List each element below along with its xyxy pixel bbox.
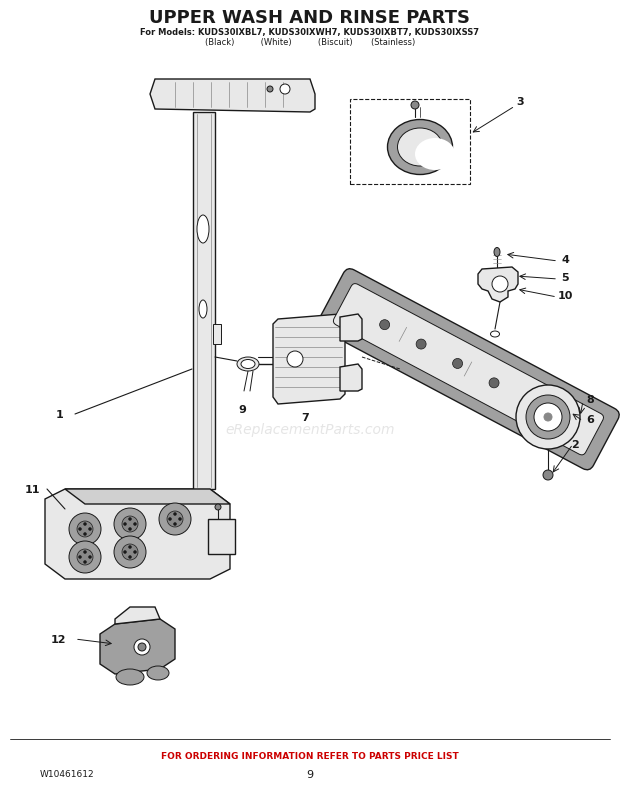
Circle shape xyxy=(77,521,93,537)
Circle shape xyxy=(411,102,419,110)
Text: 6: 6 xyxy=(586,415,594,424)
Ellipse shape xyxy=(397,129,443,167)
Circle shape xyxy=(179,518,182,520)
Ellipse shape xyxy=(147,666,169,680)
Circle shape xyxy=(544,414,552,422)
Circle shape xyxy=(133,523,136,526)
Bar xyxy=(213,325,221,345)
Ellipse shape xyxy=(241,360,255,369)
Circle shape xyxy=(379,320,389,330)
Polygon shape xyxy=(340,314,362,342)
Text: 11: 11 xyxy=(24,484,40,494)
Circle shape xyxy=(122,516,138,533)
Circle shape xyxy=(123,523,126,526)
Text: 7: 7 xyxy=(301,412,309,423)
Circle shape xyxy=(77,549,93,565)
Polygon shape xyxy=(273,314,345,404)
Circle shape xyxy=(84,533,87,536)
Circle shape xyxy=(114,508,146,541)
Ellipse shape xyxy=(197,216,209,244)
Circle shape xyxy=(79,556,81,559)
Circle shape xyxy=(516,386,580,449)
Text: 10: 10 xyxy=(557,290,573,301)
Circle shape xyxy=(89,556,92,559)
Circle shape xyxy=(84,561,87,564)
Circle shape xyxy=(169,518,172,520)
Circle shape xyxy=(128,528,131,531)
Polygon shape xyxy=(65,489,230,504)
Circle shape xyxy=(167,512,183,528)
Bar xyxy=(193,113,215,489)
Circle shape xyxy=(84,551,87,554)
Ellipse shape xyxy=(237,358,259,371)
Circle shape xyxy=(287,351,303,367)
Circle shape xyxy=(534,403,562,431)
Circle shape xyxy=(128,556,131,559)
Polygon shape xyxy=(150,80,315,113)
Text: 2: 2 xyxy=(571,439,579,449)
Text: 1: 1 xyxy=(56,410,64,419)
Ellipse shape xyxy=(415,139,455,171)
Polygon shape xyxy=(100,619,175,674)
FancyBboxPatch shape xyxy=(334,284,603,456)
Circle shape xyxy=(543,471,553,480)
Text: 12: 12 xyxy=(50,634,66,644)
Ellipse shape xyxy=(494,248,500,257)
Circle shape xyxy=(133,551,136,554)
Text: FOR ORDERING INFORMATION REFER TO PARTS PRICE LIST: FOR ORDERING INFORMATION REFER TO PARTS … xyxy=(161,751,459,760)
Circle shape xyxy=(123,551,126,554)
Circle shape xyxy=(526,395,570,439)
Text: W10461612: W10461612 xyxy=(40,770,95,779)
Circle shape xyxy=(174,523,177,526)
Circle shape xyxy=(489,379,499,388)
Polygon shape xyxy=(340,365,362,391)
Circle shape xyxy=(280,85,290,95)
Circle shape xyxy=(267,87,273,93)
Polygon shape xyxy=(45,489,230,579)
FancyBboxPatch shape xyxy=(317,269,619,470)
Ellipse shape xyxy=(199,301,207,318)
Ellipse shape xyxy=(116,669,144,685)
Text: 5: 5 xyxy=(561,273,569,282)
Circle shape xyxy=(159,504,191,535)
Circle shape xyxy=(492,277,508,293)
Circle shape xyxy=(128,546,131,549)
Text: 9: 9 xyxy=(238,404,246,415)
Text: 4: 4 xyxy=(561,255,569,265)
Circle shape xyxy=(69,541,101,573)
Circle shape xyxy=(69,513,101,545)
Text: 3: 3 xyxy=(516,97,524,107)
Circle shape xyxy=(122,545,138,561)
Text: 9: 9 xyxy=(306,769,314,779)
Text: For Models: KUDS30IXBL7, KUDS30IXWH7, KUDS30IXBT7, KUDS30IXSS7: For Models: KUDS30IXBL7, KUDS30IXWH7, KU… xyxy=(141,28,479,38)
Ellipse shape xyxy=(388,120,453,176)
Text: UPPER WASH AND RINSE PARTS: UPPER WASH AND RINSE PARTS xyxy=(149,9,471,27)
Text: (Black)          (White)          (Biscuit)       (Stainless): (Black) (White) (Biscuit) (Stainless) xyxy=(205,38,415,47)
Bar xyxy=(350,100,470,184)
Polygon shape xyxy=(208,520,235,554)
Ellipse shape xyxy=(490,331,500,338)
Circle shape xyxy=(134,639,150,655)
Circle shape xyxy=(416,340,426,350)
Circle shape xyxy=(89,528,92,531)
Circle shape xyxy=(128,518,131,520)
Text: 8: 8 xyxy=(586,395,594,404)
Circle shape xyxy=(174,512,177,516)
Polygon shape xyxy=(115,607,160,624)
Circle shape xyxy=(215,504,221,510)
Circle shape xyxy=(84,523,87,526)
Circle shape xyxy=(138,643,146,651)
Polygon shape xyxy=(478,268,518,302)
Circle shape xyxy=(453,359,463,369)
Circle shape xyxy=(114,537,146,569)
Circle shape xyxy=(79,528,81,531)
Text: eReplacementParts.com: eReplacementParts.com xyxy=(225,423,395,436)
